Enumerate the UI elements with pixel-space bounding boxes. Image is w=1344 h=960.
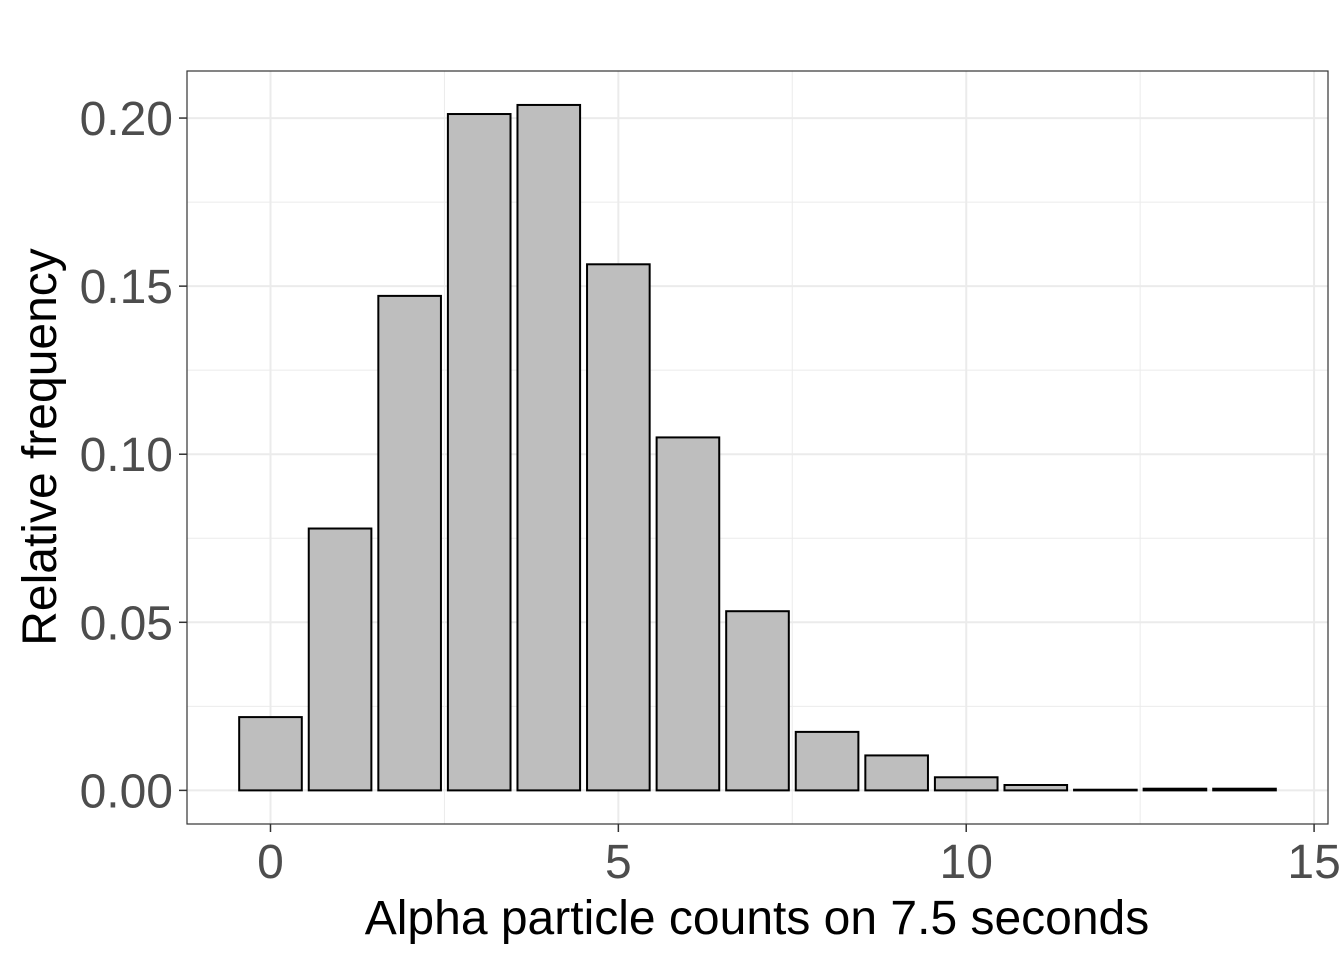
bar-12 (1074, 790, 1137, 791)
y-tick-label: 0.20 (80, 93, 173, 146)
x-tick-label: 15 (1287, 836, 1340, 889)
y-tick-label: 0.05 (80, 597, 173, 650)
y-axis-title: Relative frequency (14, 248, 67, 646)
bar-5 (587, 264, 650, 790)
bar-7 (726, 611, 789, 790)
bar-0 (239, 717, 302, 790)
bar-9 (865, 755, 928, 790)
bar-14 (1213, 789, 1276, 791)
bar-6 (657, 437, 720, 790)
bar-11 (1004, 785, 1067, 790)
y-tick-label: 0.00 (80, 765, 173, 818)
bar-2 (378, 296, 441, 790)
y-tick-label: 0.10 (80, 429, 173, 482)
x-tick-label: 0 (257, 836, 284, 889)
x-tick-label: 10 (940, 836, 993, 889)
bar-8 (796, 732, 859, 790)
bar-3 (448, 114, 511, 790)
bar-13 (1144, 789, 1207, 791)
bar-10 (935, 777, 998, 790)
bar-4 (517, 105, 580, 790)
x-axis-title: Alpha particle counts on 7.5 seconds (365, 892, 1150, 945)
bar-1 (309, 529, 372, 791)
x-tick-label: 5 (605, 836, 632, 889)
y-tick-label: 0.15 (80, 261, 173, 314)
